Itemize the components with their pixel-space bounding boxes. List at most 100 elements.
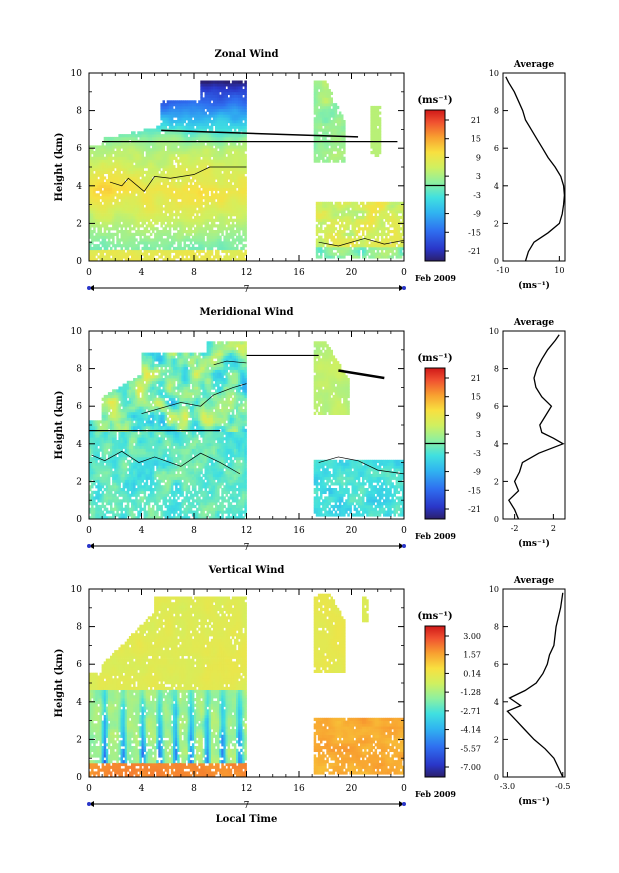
- heatmap-cell: [320, 105, 323, 110]
- heatmap-cell: [322, 100, 325, 104]
- heatmap-cell: [347, 224, 350, 228]
- heatmap-cell: [219, 80, 222, 84]
- heatmap-cell: [131, 190, 134, 194]
- heatmap-cell: [221, 134, 224, 138]
- heatmap-cell: [114, 232, 117, 236]
- heatmap-cell: [135, 230, 138, 234]
- heatmap-cell: [244, 258, 247, 262]
- colorbar-tick-label: 3: [476, 172, 481, 181]
- heatmap-cell: [181, 182, 184, 186]
- heatmap-cell: [338, 252, 342, 256]
- heatmap-cell: [200, 232, 203, 236]
- heatmap-cell: [149, 151, 153, 155]
- heatmap-cell: [229, 128, 233, 132]
- heatmap-cell: [149, 131, 153, 135]
- heatmap-cell: [191, 153, 195, 157]
- heatmap-cell: [231, 196, 235, 200]
- heatmap-cell: [317, 238, 321, 242]
- heatmap-cell: [236, 238, 239, 242]
- heatmap-cell: [202, 97, 205, 101]
- heatmap-cell: [185, 196, 189, 200]
- heatmap-cell: [217, 120, 220, 124]
- heatmap-cell: [223, 190, 226, 194]
- heatmap-cell: [204, 131, 207, 135]
- heatmap-cell: [215, 249, 218, 253]
- heatmap-cell: [189, 241, 193, 245]
- heatmap-cell: [139, 156, 142, 160]
- heatmap-cell: [204, 136, 207, 141]
- heatmap-cell: [164, 182, 168, 186]
- heatmap-cell: [95, 148, 98, 152]
- heatmap-cell: [143, 184, 147, 189]
- heatmap-cell: [95, 252, 98, 256]
- heatmap-cell: [149, 258, 153, 262]
- heatmap-cell: [191, 136, 195, 141]
- heatmap-cell: [206, 193, 210, 197]
- heatmap-cell: [120, 210, 123, 214]
- heatmap-cell: [187, 230, 191, 234]
- heatmap-cell: [200, 213, 203, 217]
- heatmap-cell: [175, 108, 178, 112]
- heatmap-cell: [93, 167, 96, 172]
- heatmap-cell: [336, 120, 340, 124]
- heatmap-cell: [217, 159, 220, 163]
- heatmap-cell: [210, 244, 214, 248]
- heatmap-cell: [229, 105, 233, 110]
- heatmap-cell: [177, 134, 180, 138]
- heatmap-cell: [145, 165, 149, 169]
- heatmap-cell: [110, 235, 113, 239]
- heatmap-cell: [97, 167, 100, 172]
- heatmap-cell: [114, 221, 117, 225]
- heatmap-cell: [338, 201, 342, 205]
- heatmap-cell: [187, 218, 191, 222]
- heatmap-cell: [162, 190, 165, 194]
- heatmap-cell: [326, 156, 329, 160]
- heatmap-cell: [175, 184, 178, 189]
- heatmap-cell: [126, 145, 130, 149]
- heatmap-cell: [343, 122, 346, 126]
- heatmap-cell: [149, 162, 153, 166]
- heatmap-cell: [141, 170, 144, 174]
- heatmap-cell: [225, 173, 228, 177]
- heatmap-cell: [93, 252, 96, 256]
- heatmap-cell: [112, 241, 115, 245]
- heatmap-cell: [196, 142, 199, 146]
- heatmap-cell: [89, 232, 92, 236]
- heatmap-cell: [173, 184, 176, 189]
- heatmap-cell: [202, 215, 205, 220]
- heatmap-cell: [158, 232, 161, 236]
- heatmap-cell: [355, 241, 359, 245]
- heatmap-cell: [91, 204, 94, 208]
- heatmap-cell: [116, 156, 119, 160]
- heatmap-cell: [166, 252, 170, 256]
- heatmap-cell: [202, 120, 205, 124]
- heatmap-cell: [122, 218, 126, 222]
- heatmap-cell: [326, 249, 329, 253]
- heatmap-cell: [204, 80, 207, 84]
- heatmap-cell: [114, 207, 117, 211]
- heatmap-cell: [181, 190, 184, 194]
- heatmap-cell: [133, 190, 136, 194]
- heatmap-cell: [135, 232, 138, 236]
- heatmap-cell: [143, 246, 147, 251]
- heatmap-cell: [124, 159, 128, 163]
- heatmap-cell: [133, 201, 136, 205]
- heatmap-cell: [391, 235, 394, 239]
- heatmap-cell: [183, 167, 186, 172]
- heatmap-cell: [317, 156, 321, 160]
- heatmap-cell: [317, 136, 321, 141]
- heatmap-cell: [206, 153, 210, 157]
- heatmap-cell: [101, 179, 105, 183]
- heatmap-cell: [124, 252, 128, 256]
- heatmap-cell: [120, 249, 123, 253]
- heatmap-cell: [166, 224, 170, 228]
- heatmap-cell: [206, 162, 210, 166]
- heatmap-cell: [212, 213, 216, 217]
- heatmap-cell: [145, 244, 149, 248]
- heatmap-cell: [370, 235, 373, 239]
- heatmap-cell: [362, 255, 365, 259]
- heatmap-cell: [322, 153, 325, 157]
- heatmap-cell: [170, 196, 174, 200]
- heatmap-cell: [217, 193, 220, 197]
- heatmap-cell: [341, 151, 344, 155]
